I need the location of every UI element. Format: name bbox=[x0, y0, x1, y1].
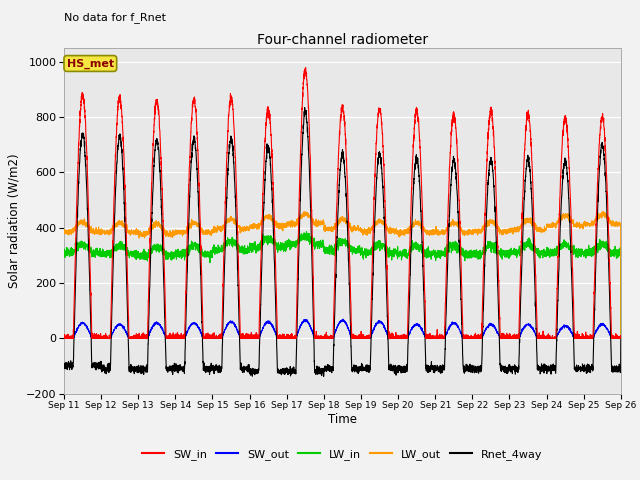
Legend: SW_in, SW_out, LW_in, LW_out, Rnet_4way: SW_in, SW_out, LW_in, LW_out, Rnet_4way bbox=[138, 444, 547, 464]
Y-axis label: Solar radiation (W/m2): Solar radiation (W/m2) bbox=[7, 154, 20, 288]
Text: HS_met: HS_met bbox=[67, 59, 114, 69]
Text: No data for f_Rnet: No data for f_Rnet bbox=[64, 12, 166, 23]
Title: Four-channel radiometer: Four-channel radiometer bbox=[257, 33, 428, 47]
X-axis label: Time: Time bbox=[328, 413, 357, 426]
